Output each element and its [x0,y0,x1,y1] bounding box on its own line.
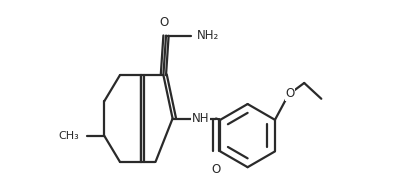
Text: O: O [211,163,221,176]
Text: CH₃: CH₃ [58,131,79,141]
Text: O: O [159,16,169,29]
Text: O: O [285,87,294,100]
Text: NH₂: NH₂ [197,29,219,42]
Text: NH: NH [192,112,209,125]
